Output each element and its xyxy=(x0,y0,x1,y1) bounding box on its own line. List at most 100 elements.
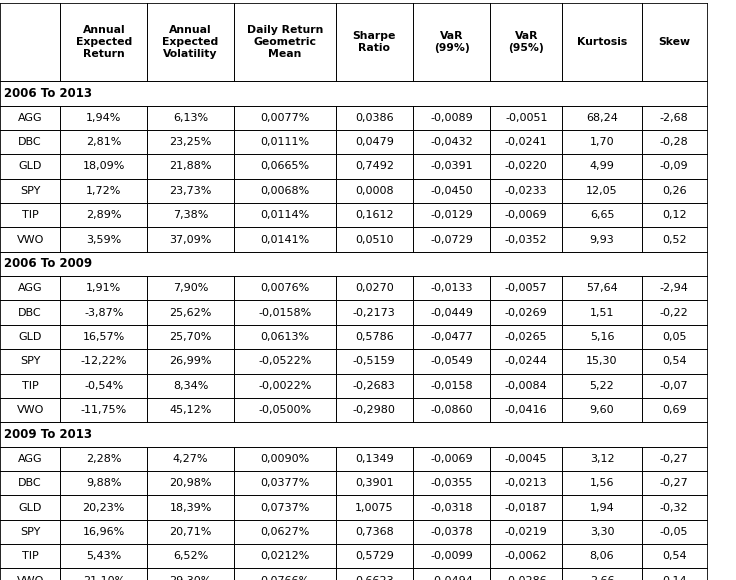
Text: 29,30%: 29,30% xyxy=(169,575,212,580)
Text: -0,28: -0,28 xyxy=(659,137,689,147)
Text: -0,0051: -0,0051 xyxy=(505,113,548,123)
Text: 0,0068%: 0,0068% xyxy=(261,186,309,196)
Text: 0,0510: 0,0510 xyxy=(355,234,394,245)
Text: 0,0076%: 0,0076% xyxy=(261,283,309,293)
Text: 37,09%: 37,09% xyxy=(169,234,212,245)
Text: Annual
Expected
Return: Annual Expected Return xyxy=(76,25,132,59)
Text: -0,27: -0,27 xyxy=(659,478,689,488)
Text: 0,0613%: 0,0613% xyxy=(261,332,309,342)
Text: AGG: AGG xyxy=(18,454,43,464)
Text: 0,0212%: 0,0212% xyxy=(260,551,310,561)
Text: 21,10%: 21,10% xyxy=(82,575,125,580)
Text: 2009 To 2013: 2009 To 2013 xyxy=(4,428,93,441)
Text: 8,34%: 8,34% xyxy=(173,380,208,391)
Text: -0,0062: -0,0062 xyxy=(505,551,548,561)
Text: 0,7368: 0,7368 xyxy=(355,527,394,537)
Text: AGG: AGG xyxy=(18,113,43,123)
Text: DBC: DBC xyxy=(18,478,42,488)
Text: -0,0494: -0,0494 xyxy=(430,575,473,580)
Text: 1,91%: 1,91% xyxy=(86,283,121,293)
Text: GLD: GLD xyxy=(18,502,42,513)
Text: 18,39%: 18,39% xyxy=(169,502,212,513)
Text: 7,90%: 7,90% xyxy=(173,283,208,293)
Text: 0,54: 0,54 xyxy=(662,356,687,367)
Text: Skew: Skew xyxy=(658,37,690,47)
Text: SPY: SPY xyxy=(20,356,40,367)
Text: -0,0432: -0,0432 xyxy=(430,137,473,147)
Text: -0,0265: -0,0265 xyxy=(505,332,548,342)
Text: 6,65: 6,65 xyxy=(590,210,615,220)
Text: 0,0377%: 0,0377% xyxy=(260,478,310,488)
Text: 0,0479: 0,0479 xyxy=(355,137,394,147)
Text: 0,1612: 0,1612 xyxy=(355,210,394,220)
Text: 0,6623: 0,6623 xyxy=(355,575,394,580)
Text: 1,56: 1,56 xyxy=(590,478,615,488)
Text: TIP: TIP xyxy=(22,551,38,561)
Text: -0,0450: -0,0450 xyxy=(431,186,473,196)
Text: 25,62%: 25,62% xyxy=(169,307,212,318)
Text: 20,23%: 20,23% xyxy=(82,502,125,513)
Text: 0,0141%: 0,0141% xyxy=(261,234,309,245)
Text: -0,2683: -0,2683 xyxy=(353,380,396,391)
Text: 3,12: 3,12 xyxy=(590,454,615,464)
Text: -0,0500%: -0,0500% xyxy=(258,405,311,415)
Text: SPY: SPY xyxy=(20,527,40,537)
Text: 6,52%: 6,52% xyxy=(173,551,208,561)
Text: 0,14: 0,14 xyxy=(662,575,687,580)
Text: -0,0158%: -0,0158% xyxy=(258,307,311,318)
Text: 26,99%: 26,99% xyxy=(169,356,212,367)
Text: 3,59%: 3,59% xyxy=(86,234,121,245)
Text: -0,22: -0,22 xyxy=(659,307,689,318)
Text: -12,22%: -12,22% xyxy=(80,356,127,367)
Text: 1,70: 1,70 xyxy=(590,137,615,147)
Text: VWO: VWO xyxy=(16,234,44,245)
Text: 15,30: 15,30 xyxy=(587,356,618,367)
Text: 20,71%: 20,71% xyxy=(169,527,212,537)
Text: 1,94%: 1,94% xyxy=(86,113,121,123)
Text: 23,25%: 23,25% xyxy=(169,137,212,147)
Text: -0,0158: -0,0158 xyxy=(431,380,473,391)
Text: -0,0286: -0,0286 xyxy=(505,575,548,580)
Text: -0,0133: -0,0133 xyxy=(431,283,473,293)
Text: Kurtosis: Kurtosis xyxy=(577,37,627,47)
Text: -0,32: -0,32 xyxy=(660,502,688,513)
Text: -0,0241: -0,0241 xyxy=(505,137,548,147)
Text: 8,06: 8,06 xyxy=(590,551,615,561)
Text: -0,0220: -0,0220 xyxy=(505,161,548,172)
Text: 16,96%: 16,96% xyxy=(82,527,125,537)
Text: 2,81%: 2,81% xyxy=(86,137,121,147)
Text: 0,52: 0,52 xyxy=(662,234,687,245)
Text: 1,51: 1,51 xyxy=(590,307,615,318)
Text: 0,7492: 0,7492 xyxy=(355,161,394,172)
Text: 5,16: 5,16 xyxy=(590,332,615,342)
Text: 0,0114%: 0,0114% xyxy=(261,210,309,220)
Text: -0,0549: -0,0549 xyxy=(430,356,473,367)
Text: 2,89%: 2,89% xyxy=(86,210,121,220)
Text: 2,66: 2,66 xyxy=(590,575,615,580)
Text: GLD: GLD xyxy=(18,332,42,342)
Text: AGG: AGG xyxy=(18,283,43,293)
Text: 3,30: 3,30 xyxy=(590,527,615,537)
Text: -0,0045: -0,0045 xyxy=(505,454,548,464)
Text: -0,0416: -0,0416 xyxy=(505,405,548,415)
Text: DBC: DBC xyxy=(18,307,42,318)
Text: -0,0219: -0,0219 xyxy=(505,527,548,537)
Text: -0,0213: -0,0213 xyxy=(505,478,548,488)
Text: 4,27%: 4,27% xyxy=(173,454,208,464)
Text: 21,88%: 21,88% xyxy=(169,161,212,172)
Text: 0,26: 0,26 xyxy=(662,186,687,196)
Text: 6,13%: 6,13% xyxy=(173,113,208,123)
Text: 0,69: 0,69 xyxy=(662,405,687,415)
Text: 5,22: 5,22 xyxy=(590,380,615,391)
Text: 0,0077%: 0,0077% xyxy=(260,113,310,123)
Text: 0,54: 0,54 xyxy=(662,551,687,561)
Text: 9,88%: 9,88% xyxy=(86,478,121,488)
Text: TIP: TIP xyxy=(22,210,38,220)
Text: 2006 To 2013: 2006 To 2013 xyxy=(4,87,93,100)
Text: Daily Return
Geometric
Mean: Daily Return Geometric Mean xyxy=(247,25,323,59)
Text: 23,73%: 23,73% xyxy=(169,186,212,196)
Text: -0,0129: -0,0129 xyxy=(430,210,473,220)
Text: 0,0111%: 0,0111% xyxy=(261,137,309,147)
Text: 2,28%: 2,28% xyxy=(86,454,121,464)
Text: 0,0008: 0,0008 xyxy=(355,186,394,196)
